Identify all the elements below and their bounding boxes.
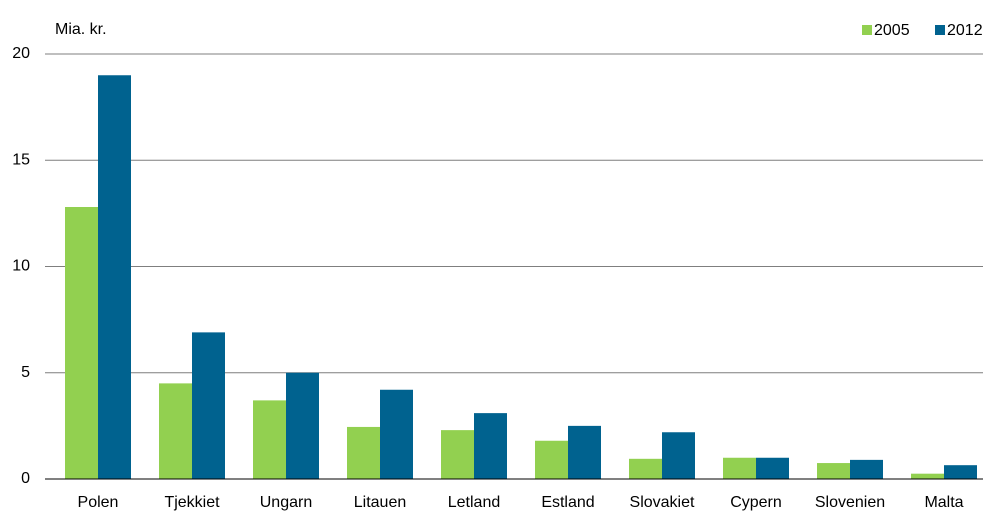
x-tick-label: Tjekkiet bbox=[164, 494, 220, 511]
bar bbox=[159, 383, 192, 479]
bar bbox=[850, 459, 883, 479]
y-tick-label: 5 bbox=[21, 364, 30, 381]
y-tick-label: 0 bbox=[21, 470, 30, 487]
bar bbox=[911, 473, 944, 479]
x-tick-label: Ungarn bbox=[260, 494, 312, 511]
x-tick-label: Litauen bbox=[354, 494, 407, 511]
x-tick-label: Slovenien bbox=[815, 494, 885, 511]
bar bbox=[568, 425, 601, 479]
legend-label: 2012 bbox=[947, 22, 983, 39]
bar bbox=[662, 432, 695, 479]
x-tick-label: Slovakiet bbox=[630, 494, 695, 511]
bar bbox=[192, 332, 225, 479]
x-tick-label: Polen bbox=[78, 494, 119, 511]
bar bbox=[286, 372, 319, 479]
x-tick-label: Letland bbox=[448, 494, 501, 511]
bar bbox=[380, 389, 413, 479]
bar bbox=[817, 463, 850, 479]
x-tick-label: Cypern bbox=[730, 494, 782, 511]
y-tick-label: 20 bbox=[12, 45, 30, 62]
y-axis-label: Mia. kr. bbox=[55, 21, 107, 38]
bar bbox=[756, 457, 789, 479]
bar bbox=[98, 75, 131, 479]
bar bbox=[535, 440, 568, 479]
bar bbox=[441, 430, 474, 479]
bar bbox=[944, 465, 977, 479]
y-tick-label: 10 bbox=[12, 258, 30, 275]
x-tick-label: Malta bbox=[924, 494, 963, 511]
bar bbox=[629, 458, 662, 479]
bar bbox=[65, 207, 98, 479]
y-tick-label: 15 bbox=[12, 151, 30, 168]
bar bbox=[474, 413, 507, 479]
legend-label: 2005 bbox=[874, 22, 910, 39]
legend-swatch bbox=[935, 25, 945, 35]
x-tick-label: Estland bbox=[541, 494, 594, 511]
bar bbox=[723, 457, 756, 479]
bar bbox=[253, 400, 286, 479]
bar bbox=[347, 426, 380, 479]
legend-swatch bbox=[862, 25, 872, 35]
